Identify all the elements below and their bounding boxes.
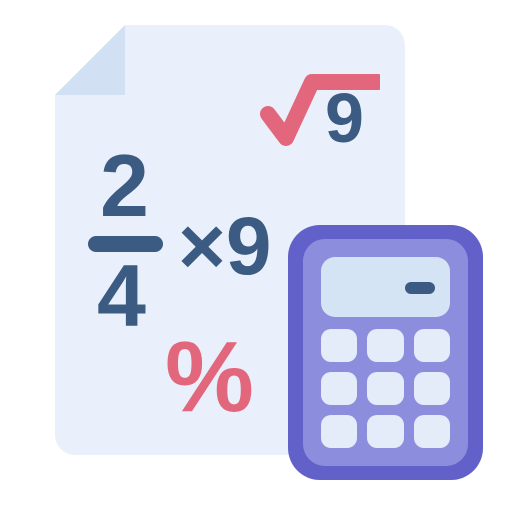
- calc-key: [321, 329, 357, 362]
- screen-dash-icon: [405, 282, 435, 294]
- calculator-body: [303, 239, 468, 466]
- paper-fold-corner: [55, 25, 125, 95]
- calc-key: [321, 372, 357, 405]
- percent-symbol: %: [165, 320, 254, 435]
- calc-key: [321, 415, 357, 448]
- multiply-value: 9: [226, 201, 272, 292]
- multiply-expression: ×9: [178, 200, 272, 294]
- calc-key: [414, 415, 450, 448]
- calculator-keypad: [321, 329, 450, 448]
- sqrt-value: 9: [325, 78, 364, 158]
- calc-key: [367, 415, 403, 448]
- multiply-symbol: ×: [178, 201, 226, 292]
- calc-key: [367, 372, 403, 405]
- calc-key: [414, 372, 450, 405]
- fraction-numerator: 2: [100, 135, 149, 237]
- calc-key: [414, 329, 450, 362]
- fraction-denominator: 4: [97, 245, 146, 347]
- calc-key: [367, 329, 403, 362]
- calculator-screen: [321, 257, 450, 317]
- calculator-icon: [288, 225, 483, 480]
